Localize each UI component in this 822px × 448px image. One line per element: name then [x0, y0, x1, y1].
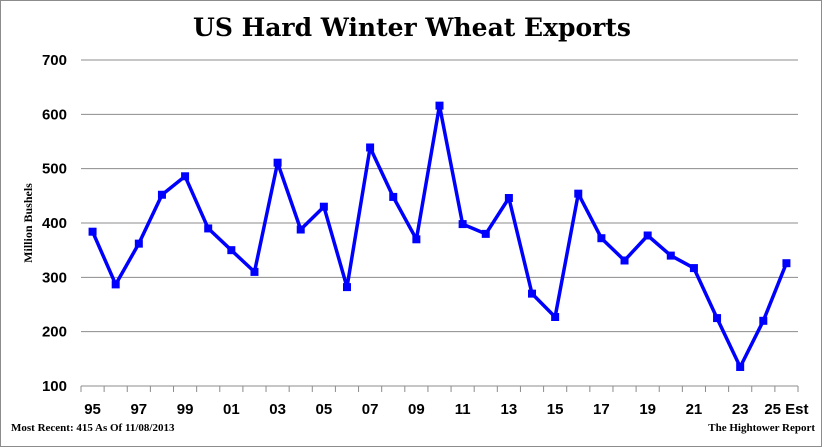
chart-title: US Hard Winter Wheat Exports [193, 13, 631, 42]
data-point [250, 267, 259, 276]
data-point [759, 316, 768, 325]
data-point [366, 143, 375, 152]
y-tick-label: 600 [42, 106, 67, 123]
data-point [204, 224, 213, 233]
y-tick-label: 500 [42, 161, 67, 178]
x-tick-label: 11 [455, 401, 471, 418]
x-tick-label: 99 [177, 401, 194, 418]
x-tick-label: 23 [732, 401, 749, 418]
data-point [181, 172, 190, 181]
x-tick-label: 13 [501, 401, 518, 418]
y-axis-label: Million Bushels [21, 183, 35, 263]
data-point [574, 189, 583, 198]
y-tick-label: 300 [42, 269, 67, 286]
data-point [551, 312, 560, 321]
series-line [90, 103, 789, 369]
data-point [412, 235, 421, 244]
data-point [389, 192, 398, 201]
x-tick-label: 97 [130, 401, 147, 418]
y-tick-label: 400 [42, 215, 67, 232]
y-tick-labels: 100 200 300 400 500 600 700 [42, 52, 67, 395]
data-point [435, 101, 444, 110]
y-tick-label: 100 [42, 378, 67, 395]
gridlines [81, 59, 798, 333]
y-tick-label: 200 [42, 324, 67, 341]
data-point [111, 280, 120, 289]
data-point [227, 246, 236, 255]
data-point [319, 202, 328, 211]
data-point [134, 239, 143, 248]
data-point [296, 225, 305, 234]
footer-source-note: Most Recent: 415 As Of 11/08/2013 [11, 422, 175, 434]
data-point [689, 264, 698, 273]
x-tick-label: 03 [269, 401, 286, 418]
x-tick-labels: 95 97 99 01 03 05 07 09 11 13 15 17 19 21 23 25 Est [84, 401, 808, 418]
data-point [481, 229, 490, 238]
x-tick-label: 19 [639, 401, 656, 418]
y-tick-label: 700 [42, 52, 67, 69]
x-tick-label: 05 [316, 401, 333, 418]
footer-credit: The Hightower Report [708, 422, 815, 434]
data-point [273, 158, 282, 167]
data-point [597, 234, 606, 243]
data-point [528, 289, 537, 298]
data-point [782, 259, 791, 268]
data-point [713, 314, 722, 323]
x-tick-label: 95 [84, 401, 101, 418]
data-point [458, 220, 467, 229]
data-point [666, 251, 675, 260]
data-point [620, 256, 629, 265]
data-point [157, 190, 166, 199]
axes [80, 385, 799, 392]
series-exports [88, 101, 791, 371]
data-point [736, 362, 745, 371]
x-tick-label: 25 Est [764, 401, 808, 418]
x-tick-label: 09 [408, 401, 425, 418]
data-point [88, 227, 97, 236]
data-point [342, 283, 351, 292]
x-tick-label: 01 [223, 401, 240, 418]
x-tick-label: 21 [686, 401, 703, 418]
data-point [504, 194, 513, 203]
x-tick-label: 17 [593, 401, 610, 418]
x-tick-label: 15 [547, 401, 564, 418]
x-tick-label: 07 [362, 401, 379, 418]
data-point [643, 231, 652, 240]
